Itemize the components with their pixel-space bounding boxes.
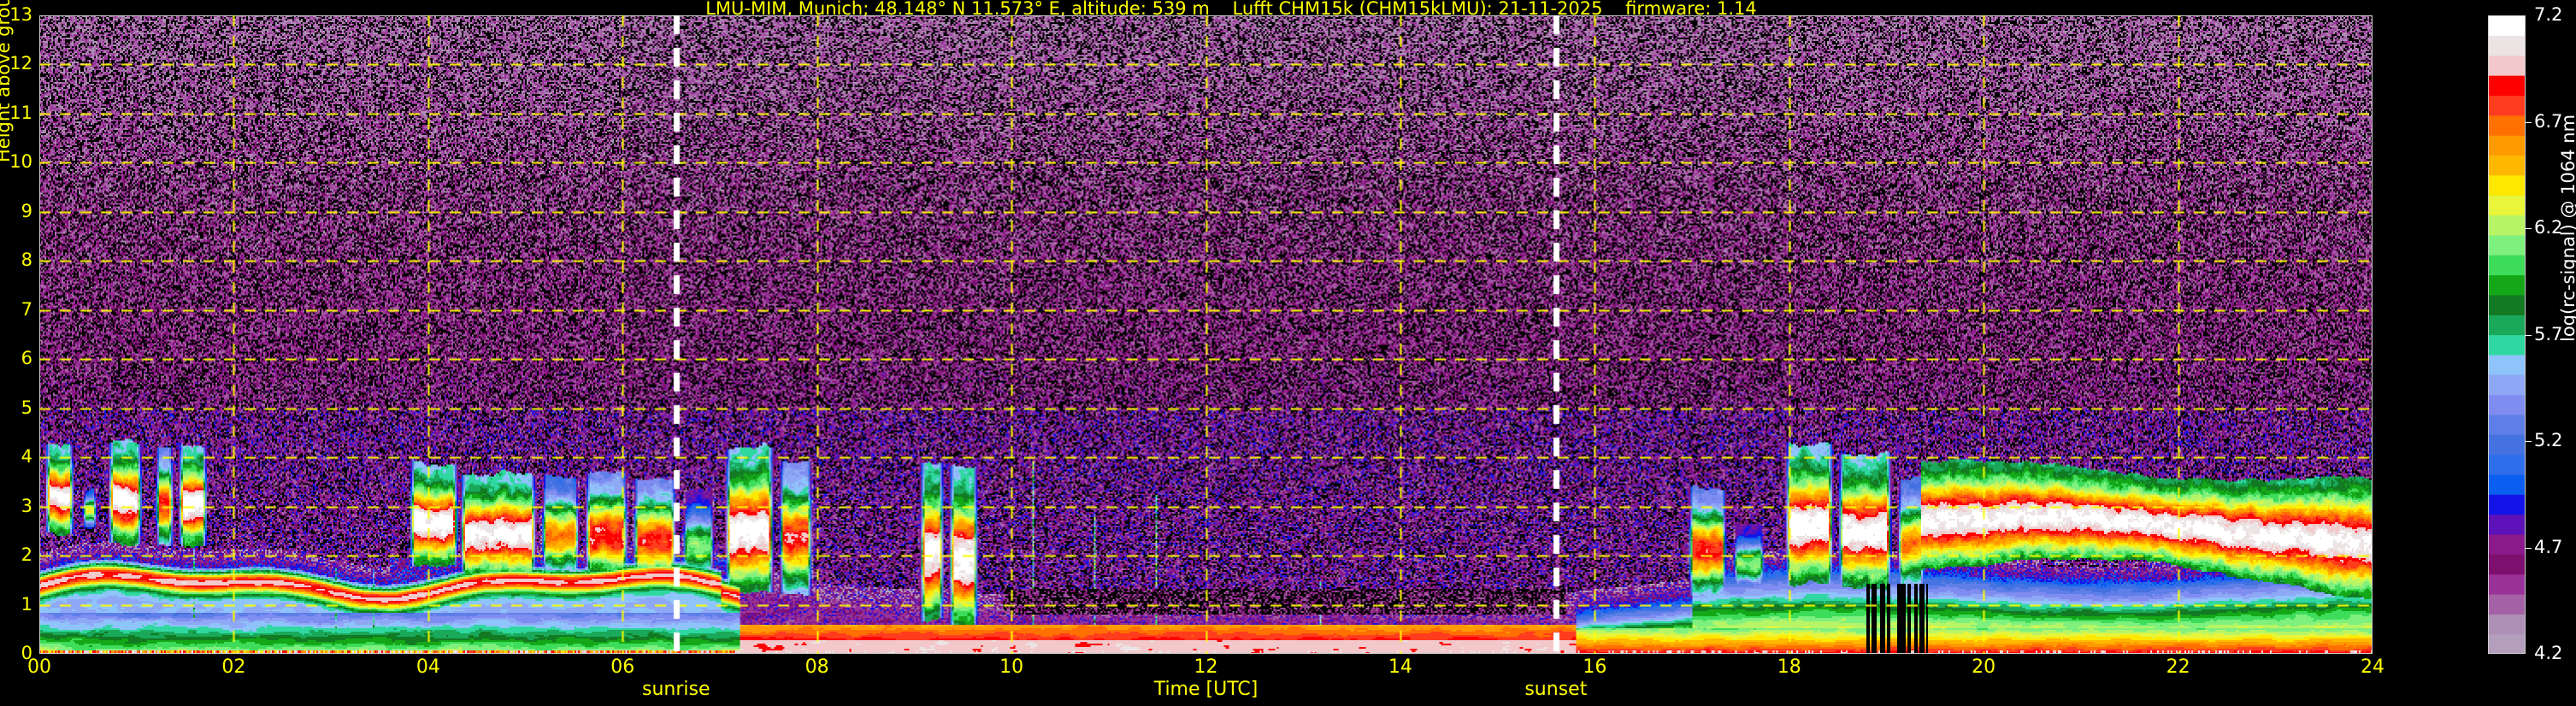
y-tick-label: 10 <box>9 151 32 173</box>
x-tick-label: 04 <box>416 656 440 678</box>
grid-and-annotation-overlay <box>39 15 2373 654</box>
x-tick-label: 22 <box>2166 656 2190 678</box>
colorbar-tick-mark <box>2526 441 2532 442</box>
x-tick-label: 18 <box>1777 656 1801 678</box>
y-tick-label: 0 <box>21 643 32 663</box>
colorbar-tick-label: 4.2 <box>2534 643 2563 663</box>
colorbar-tick-mark <box>2526 228 2532 229</box>
y-tick-label: 11 <box>9 102 32 123</box>
y-tick-label: 4 <box>21 446 32 468</box>
x-tick-label: 10 <box>999 656 1024 678</box>
colorbar-tick-label: 6.7 <box>2534 110 2563 132</box>
x-tick-label: 14 <box>1388 656 1412 678</box>
colorbar-tick-mark <box>2526 547 2532 549</box>
colorbar-tick-label: 5.2 <box>2534 430 2563 450</box>
y-axis-label: Height above ground [km] <box>0 0 14 162</box>
y-tick-label: 6 <box>21 348 32 369</box>
y-tick-label: 13 <box>9 4 32 25</box>
y-tick-label: 1 <box>21 593 32 615</box>
colorbar-gradient <box>2488 15 2526 654</box>
x-axis-label: Time [UTC] <box>1153 679 1259 700</box>
y-tick-label: 12 <box>9 53 32 74</box>
colorbar-tick-label: 5.7 <box>2534 323 2563 344</box>
y-tick-label: 8 <box>21 250 32 271</box>
sunset-label: sunset <box>1524 679 1588 700</box>
figure-title: LMU-MIM, Munich; 48.148° N 11.573° E, al… <box>705 0 1757 19</box>
x-tick-label: 06 <box>610 656 635 678</box>
colorbar-label: log(rc-signal) @ 1064 nm <box>2558 114 2576 342</box>
colorbar-tick-label: 6.2 <box>2534 217 2563 238</box>
y-tick-label: 9 <box>21 200 32 221</box>
colorbar-frame <box>2488 15 2526 654</box>
colorbar-tick-label: 7.2 <box>2534 4 2563 25</box>
x-tick-label: 02 <box>221 656 246 678</box>
sunrise-label: sunrise <box>642 679 710 700</box>
colorbar-tick-label: 4.7 <box>2534 536 2563 557</box>
x-tick-label: 08 <box>805 656 829 678</box>
colorbar-tick-mark <box>2526 334 2532 336</box>
y-tick-label: 2 <box>21 544 32 566</box>
x-tick-label: 24 <box>2361 656 2384 678</box>
colorbar[interactable] <box>2488 15 2526 654</box>
y-tick-label: 7 <box>21 298 32 320</box>
plot-area[interactable] <box>39 15 2373 654</box>
y-tick-label: 5 <box>21 397 32 418</box>
x-tick-label: 12 <box>1194 656 1218 678</box>
x-tick-label: 00 <box>27 656 51 678</box>
x-tick-label: 16 <box>1583 656 1607 678</box>
x-tick-label: 20 <box>1972 656 1996 678</box>
colorbar-tick-mark <box>2526 121 2532 123</box>
y-tick-label: 3 <box>21 495 32 516</box>
